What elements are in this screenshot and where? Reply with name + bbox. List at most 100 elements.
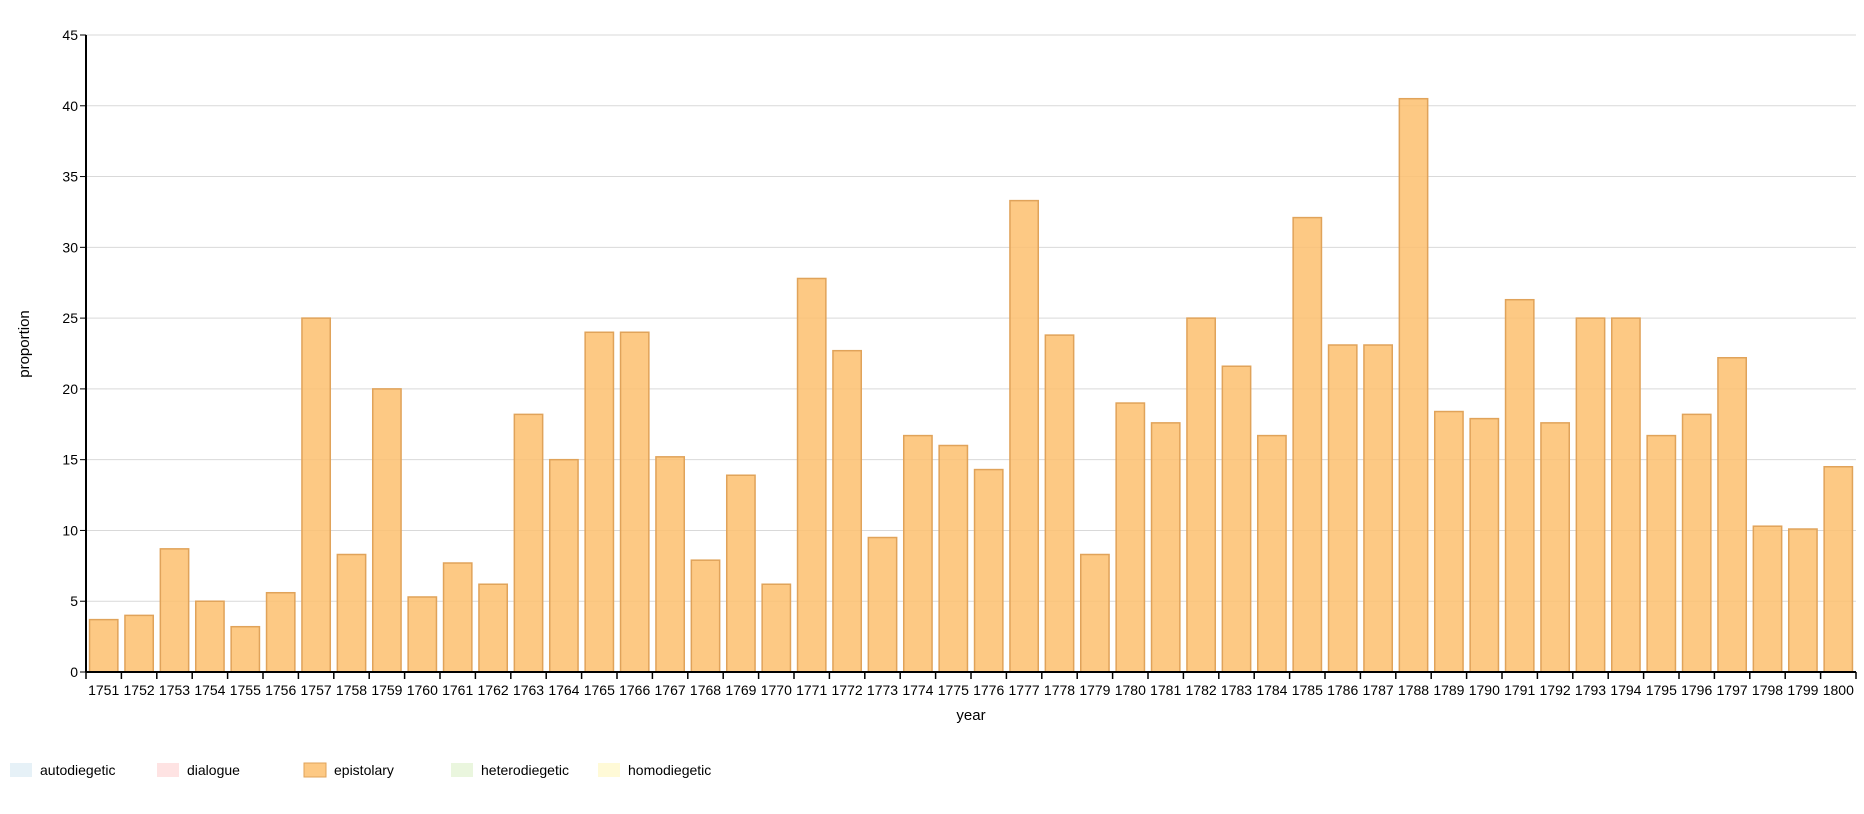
bar-1781 [1150,422,1181,673]
x-tick-label: 1774 [902,682,933,698]
bars [88,97,1854,673]
bar-1799 [1787,528,1818,673]
x-tick-label: 1766 [619,682,650,698]
x-tick-label: 1784 [1256,682,1287,698]
x-tick-label: 1764 [548,682,579,698]
legend-swatch-heterodiegetic[interactable] [451,763,473,777]
x-tick-label: 1767 [655,682,686,698]
x-tick-label: 1761 [442,682,473,698]
x-tick-label: 1779 [1079,682,1110,698]
x-tick-label: 1754 [194,682,225,698]
x-tick-label: 1778 [1044,682,1075,698]
x-tick-label: 1798 [1752,682,1783,698]
x-tick-label: 1791 [1504,682,1535,698]
x-tick-label: 1756 [265,682,296,698]
x-tick-label: 1777 [1009,682,1040,698]
x-tick-label: 1780 [1115,682,1146,698]
bar-1791 [1504,298,1535,673]
x-tick-label: 1800 [1823,682,1854,698]
y-tick-label: 30 [62,239,78,255]
x-tick-label: 1790 [1469,682,1500,698]
bar-1758 [336,553,367,673]
bar-1775 [938,444,969,673]
bar-1760 [407,596,438,673]
y-tick-label: 40 [62,98,78,114]
bar-1795 [1646,434,1677,673]
legend-swatch-dialogue[interactable] [157,763,179,777]
x-tick-label: 1781 [1150,682,1181,698]
bar-1762 [478,583,509,673]
bar-1765 [584,331,615,673]
bar-1797 [1717,356,1748,673]
bar-1759 [371,388,402,673]
bar-1771 [796,277,827,673]
x-tick-label: 1797 [1717,682,1748,698]
bar-1784 [1256,434,1287,673]
bar-1776 [973,468,1004,673]
bar-1792 [1540,422,1571,673]
bar-1782 [1186,317,1217,673]
bar-1769 [725,474,756,673]
x-axis-title: year [956,707,985,724]
bar-1767 [655,456,686,673]
y-tick-label: 0 [70,664,78,680]
x-tick-label: 1770 [761,682,792,698]
bar-1794 [1610,317,1641,673]
y-axis: 0 5 10 15 20 25 30 35 40 45 [62,27,87,680]
bar-1798 [1752,525,1783,673]
y-tick-label: 15 [62,452,78,468]
x-tick-label: 1789 [1433,682,1464,698]
legend-swatch-autodiegetic[interactable] [10,763,32,777]
legend-label-heterodiegetic[interactable]: heterodiegetic [481,762,569,778]
x-tick-label: 1795 [1646,682,1677,698]
x-tick-label: 1758 [336,682,367,698]
bar-1754 [194,600,225,673]
y-tick-label: 10 [62,522,78,538]
bar-1773 [867,536,898,673]
x-tick-label: 1753 [159,682,190,698]
bar-1766 [619,331,650,673]
x-tick-label: 1771 [796,682,827,698]
x-tick-label: 1785 [1292,682,1323,698]
bar-1751 [88,618,119,673]
bar-1783 [1221,365,1252,673]
bar-1779 [1079,553,1110,673]
legend-label-autodiegetic[interactable]: autodiegetic [40,762,116,778]
x-tick-label: 1755 [230,682,261,698]
x-tick-label: 1783 [1221,682,1252,698]
y-axis-title: proportion [16,310,33,378]
bar-1789 [1433,410,1464,673]
bar-1800 [1823,465,1854,673]
x-tick-label: 1775 [938,682,969,698]
bar-1790 [1469,417,1500,673]
bar-1756 [265,591,296,673]
x-tick-label: 1796 [1681,682,1712,698]
bar-1786 [1327,344,1358,673]
bar-1788 [1398,97,1429,673]
legend-swatch-epistolary[interactable] [303,762,327,778]
x-tick-label: 1765 [584,682,615,698]
bar-1763 [513,413,544,673]
x-tick-label: 1793 [1575,682,1606,698]
x-tick-label: 1794 [1610,682,1641,698]
bar-1777 [1009,199,1040,673]
y-tick-label: 5 [70,593,78,609]
legend-label-dialogue[interactable]: dialogue [187,762,240,778]
x-tick-label: 1769 [725,682,756,698]
x-tick-label: 1760 [407,682,438,698]
legend-label-homodiegetic[interactable]: homodiegetic [628,762,711,778]
legend-swatch-homodiegetic[interactable] [598,763,620,777]
x-tick-label: 1752 [124,682,155,698]
y-tick-label: 35 [62,169,78,185]
bar-1768 [690,559,721,673]
x-tick-label: 1772 [832,682,863,698]
x-tick-label: 1788 [1398,682,1429,698]
x-axis: 1751 1752 1753 1754 1755 1756 1757 1758 1759 1760… [85,671,1857,698]
x-tick-label: 1792 [1540,682,1571,698]
bar-1752 [124,614,155,673]
bar-1772 [832,349,863,673]
bar-1778 [1044,334,1075,673]
bar-1796 [1681,413,1712,673]
legend-label-epistolary[interactable]: epistolary [334,762,394,778]
x-tick-label: 1787 [1363,682,1394,698]
